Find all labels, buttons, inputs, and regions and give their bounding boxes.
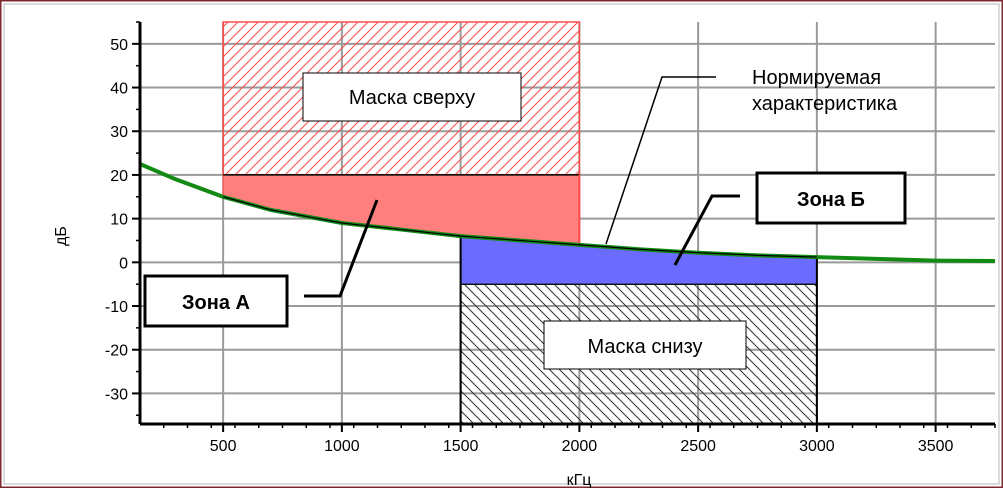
zone-a-label: Зона А bbox=[182, 292, 250, 314]
x-axis-title: кГц bbox=[567, 472, 592, 488]
x-tick-label: 1000 bbox=[324, 438, 360, 455]
y-tick-label: 20 bbox=[110, 168, 128, 185]
mask-bottom-label-box bbox=[543, 320, 747, 370]
normalized-leader-line bbox=[605, 76, 716, 245]
axes: -30 -20 -10 0 10 20 30 40 50 500 1000 1500 2000 2500 3… bbox=[105, 21, 996, 455]
annotations: Маска сверху Маска снизу Нормируемая характ… bbox=[143, 67, 907, 370]
window-inner-border bbox=[3, 3, 1000, 485]
zone-a-label-box bbox=[143, 274, 289, 328]
normalized-label-line2: характеристика bbox=[752, 93, 898, 115]
zone-b-label: Зона Б bbox=[797, 189, 865, 211]
y-tick-label: 0 bbox=[119, 255, 128, 272]
x-tick-label: 3500 bbox=[918, 438, 954, 455]
normalized-label-line1: Нормируемая bbox=[752, 67, 881, 89]
y-tick-label: -20 bbox=[105, 343, 128, 360]
y-tick-label: 10 bbox=[110, 212, 128, 229]
zone-b-label-box bbox=[755, 171, 907, 225]
mask-top-label: Маска сверху bbox=[349, 87, 475, 109]
y-tick-label: 40 bbox=[110, 81, 128, 98]
x-tick-label: 2500 bbox=[680, 438, 716, 455]
y-tick-label: -10 bbox=[105, 299, 128, 316]
x-tick-label: 3000 bbox=[799, 438, 835, 455]
y-tick-label: -30 bbox=[105, 386, 128, 403]
y-tick-label: 50 bbox=[110, 37, 128, 54]
x-tick-label: 500 bbox=[210, 438, 237, 455]
y-tick-label: 30 bbox=[110, 124, 128, 141]
curve-edge-line bbox=[222, 196, 817, 258]
zone-b-leader-line bbox=[673, 194, 740, 266]
x-tick-label: 1500 bbox=[443, 438, 479, 455]
x-tick-label: 2000 bbox=[562, 438, 598, 455]
y-axis-title: дБ bbox=[53, 226, 70, 246]
zone-a-leader-line bbox=[304, 199, 379, 298]
mask-bottom-label: Маска снизу bbox=[587, 336, 702, 358]
mask-top-label-box bbox=[302, 72, 522, 122]
